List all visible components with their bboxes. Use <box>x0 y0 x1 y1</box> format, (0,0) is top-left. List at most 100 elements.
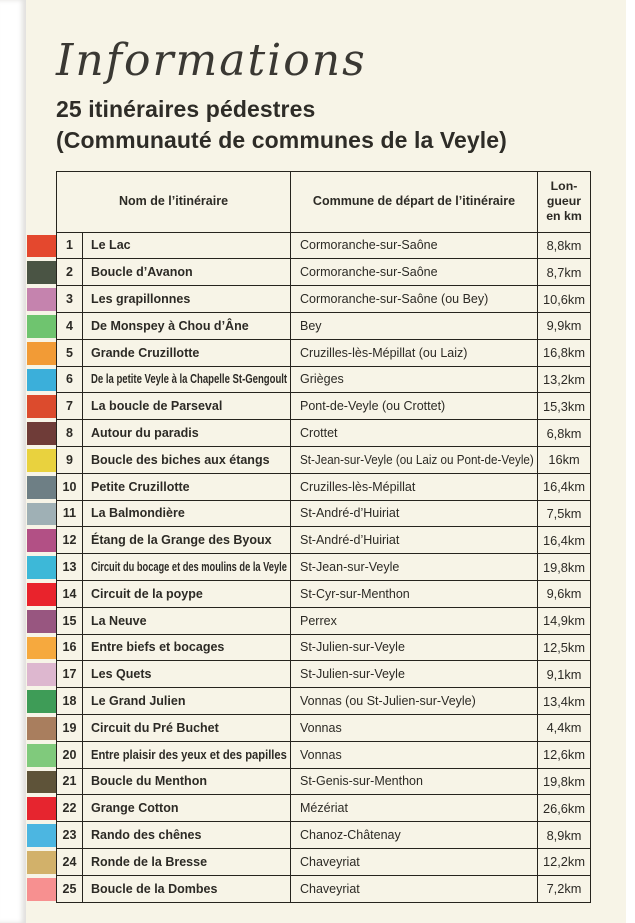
route-name: Grange Cotton <box>83 795 291 823</box>
route-length: 12,2km <box>538 848 591 876</box>
route-length-text: 14,9km <box>543 613 585 629</box>
route-length-text: 7,5km <box>546 505 582 521</box>
route-length: 12,6km <box>538 741 591 769</box>
route-commune-text: Cormoranche-sur-Saône <box>300 238 438 253</box>
route-name: Boucle de la Dombes <box>83 875 291 903</box>
route-number: 6 <box>56 366 83 394</box>
route-commune: Perrex <box>291 607 538 635</box>
right-scan-edge <box>626 0 635 923</box>
route-name: Les Quets <box>83 661 291 689</box>
route-color-swatch <box>27 501 56 528</box>
route-color-swatch <box>27 313 56 340</box>
route-commune-text: St-Julien-sur-Veyle <box>300 667 405 682</box>
route-color-swatch <box>27 849 56 876</box>
route-color-swatch <box>27 286 56 313</box>
route-name-text: Le Lac <box>91 238 131 253</box>
route-length-text: 7,2km <box>546 881 582 897</box>
route-number-text: 15 <box>62 613 77 628</box>
route-name-text: Étang de la Grange des Byoux <box>91 533 272 548</box>
route-number-text: 13 <box>62 560 77 575</box>
route-name: Grande Cruzillotte <box>83 339 291 367</box>
header-commune-text: Commune de départ de l’itinéraire <box>312 194 516 209</box>
route-length: 26,6km <box>538 795 591 823</box>
route-commune: Pont-de-Veyle (ou Crottet) <box>291 393 538 421</box>
route-commune-text: Chaveyriat <box>300 881 360 896</box>
route-length: 19,8km <box>538 768 591 796</box>
route-number: 3 <box>56 286 83 313</box>
route-length: 8,8km <box>538 232 591 260</box>
route-commune: Cormoranche-sur-Saône (ou Bey) <box>291 286 538 313</box>
route-commune: St-André-d’Huiriat <box>291 500 538 528</box>
route-number: 9 <box>56 446 83 474</box>
route-length-text: 19,8km <box>543 559 585 575</box>
header-length-line-3: en km <box>546 209 582 224</box>
route-commune-text: St-Jean-sur-Veyle (ou Laiz ou Pont-de-Ve… <box>300 452 534 467</box>
route-name: De la petite Veyle à la Chapelle St-Geng… <box>83 366 291 394</box>
route-commune: St-Julien-sur-Veyle <box>291 661 538 689</box>
route-length: 8,7km <box>538 259 591 287</box>
route-length: 16km <box>538 446 591 474</box>
route-commune-text: Cruzilles-lès-Mépillat (ou Laiz) <box>300 345 468 360</box>
route-length: 16,4km <box>538 473 591 501</box>
route-length-text: 26,6km <box>543 800 585 816</box>
route-length: 16,4km <box>538 527 591 555</box>
route-name-text: Rando des chênes <box>91 828 202 843</box>
route-commune-text: Pont-de-Veyle (ou Crottet) <box>300 399 446 414</box>
route-number-text: 23 <box>62 828 77 843</box>
route-commune: Chanoz-Châtenay <box>291 822 538 849</box>
route-commune: Grièges <box>291 366 538 394</box>
header-length-line-2: gueur <box>546 194 582 209</box>
header-name-text: Nom de l’itinéraire <box>118 194 229 209</box>
route-name: La Balmondière <box>83 500 291 528</box>
route-number: 25 <box>56 875 83 903</box>
route-color-swatch <box>27 635 56 662</box>
route-name-text: Le Grand Julien <box>91 694 186 709</box>
route-length-text: 16,4km <box>543 479 585 495</box>
route-color-swatch-block <box>27 770 56 794</box>
route-color-swatch <box>27 420 56 447</box>
route-length: 13,4km <box>538 688 591 715</box>
route-commune-text: St-Cyr-sur-Menthon <box>300 586 410 601</box>
route-commune-text: Perrex <box>300 613 337 628</box>
route-length-text: 15,3km <box>543 398 585 414</box>
route-length: 4,4km <box>538 714 591 742</box>
route-length-text: 13,4km <box>543 693 585 709</box>
route-length: 6,8km <box>538 420 591 447</box>
route-commune: Bey <box>291 312 538 340</box>
route-number: 24 <box>56 848 83 876</box>
route-color-swatch-block <box>27 556 56 579</box>
route-number-text: 10 <box>62 479 77 494</box>
route-length: 14,9km <box>538 607 591 635</box>
route-number: 23 <box>56 822 83 849</box>
route-color-swatch-block <box>27 690 56 713</box>
route-commune-text: Mézériat <box>300 801 348 816</box>
route-length-text: 16km <box>548 452 580 468</box>
route-name: De Monspey à Chou d’Âne <box>83 312 291 340</box>
route-name-text: Les Quets <box>91 667 152 682</box>
route-length: 12,5km <box>538 634 591 662</box>
route-number: 5 <box>56 339 83 367</box>
route-name: Boucle des biches aux étangs <box>83 446 291 474</box>
route-length-text: 6,8km <box>546 425 582 441</box>
route-name: La Neuve <box>83 607 291 635</box>
route-number: 2 <box>56 259 83 287</box>
route-color-swatch-block <box>27 824 56 847</box>
route-length-text: 9,1km <box>546 666 582 682</box>
route-number: 12 <box>56 527 83 555</box>
route-number-text: 2 <box>66 265 73 280</box>
route-commune: Vonnas <box>291 714 538 742</box>
route-name-text: Ronde de la Bresse <box>91 854 208 869</box>
route-number: 7 <box>56 393 83 421</box>
route-name: Petite Cruzillotte <box>83 473 291 501</box>
route-commune-text: St-Genis-sur-Menthon <box>300 774 423 789</box>
route-length-text: 12,2km <box>543 854 585 870</box>
route-color-swatch <box>27 661 56 688</box>
route-commune: St-Genis-sur-Menthon <box>291 768 538 796</box>
route-name-text: Circuit du Pré Buchet <box>91 720 219 735</box>
route-number-text: 12 <box>62 533 77 548</box>
route-number-text: 6 <box>66 372 73 387</box>
route-number: 10 <box>56 473 83 501</box>
route-length-text: 13,2km <box>543 371 585 387</box>
route-commune-text: St-André-d’Huiriat <box>300 533 400 548</box>
